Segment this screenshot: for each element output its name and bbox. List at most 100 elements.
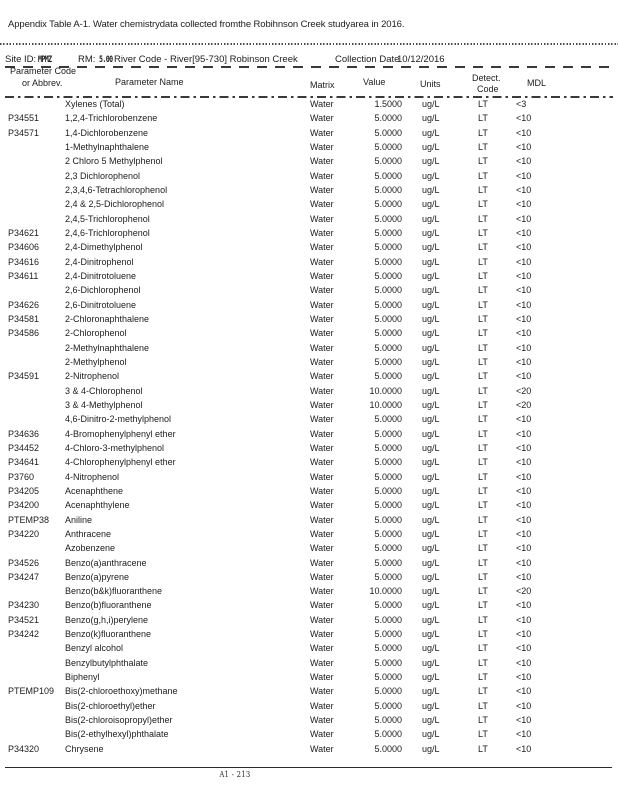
site-id-label: Site ID:: [5, 54, 37, 65]
table-row: 2,3 Dichlorophenol Water 5.0000 ug/L LT …: [0, 169, 618, 183]
cell-value: 5.0000: [374, 227, 402, 238]
cell-matrix: Water: [310, 285, 334, 296]
divider-dotted: [0, 43, 618, 45]
cell-matrix: Water: [310, 113, 334, 124]
cell-detect-code: LT: [478, 442, 488, 453]
table-row: P34526 Benzo(a)anthracene Water 5.0000 u…: [0, 556, 618, 570]
cell-parameter-name: Aniline: [65, 514, 93, 525]
cell-value: 5.0000: [374, 643, 402, 654]
cell-mdl: <10: [516, 270, 532, 281]
cell-detect-code: LT: [478, 356, 488, 367]
cell-mdl: <10: [516, 356, 532, 367]
cell-mdl: <10: [516, 629, 532, 640]
cell-value: 5.0000: [374, 285, 402, 296]
cell-detect-code: LT: [478, 729, 488, 740]
cell-detect-code: LT: [478, 227, 488, 238]
cell-parameter-name: Bis(2-chloroisopropyl)ether: [65, 715, 173, 726]
cell-parameter-name: 2,6-Dinitrotoluene: [65, 299, 137, 310]
table-row: 2-Methylphenol Water 5.0000 ug/L LT <10: [0, 355, 618, 369]
cell-units: ug/L: [422, 586, 440, 597]
table-row: 2 Chloro 5 Methylphenol Water 5.0000 ug/…: [0, 154, 618, 168]
cell-mdl: <10: [516, 328, 532, 339]
cell-parameter-code: P34626: [8, 299, 40, 310]
cell-mdl: <10: [516, 199, 532, 210]
cell-parameter-code: P34571: [8, 127, 40, 138]
cell-matrix: Water: [310, 629, 334, 640]
cell-units: ug/L: [422, 213, 440, 224]
cell-units: ug/L: [422, 686, 440, 697]
cell-units: ug/L: [422, 700, 440, 711]
cell-units: ug/L: [422, 270, 440, 281]
table-row: 1-Methylnaphthalene Water 5.0000 ug/L LT…: [0, 140, 618, 154]
table-row: 3 & 4-Methylphenol Water 10.0000 ug/L LT…: [0, 398, 618, 412]
table-row: Xylenes (Total) Water 1.5000 ug/L LT <3: [0, 97, 618, 111]
cell-parameter-name: 4-Chlorophenylphenyl ether: [65, 457, 176, 468]
cell-parameter-name: 2,6-Dichlorophenol: [65, 285, 141, 296]
cell-mdl: <10: [516, 371, 532, 382]
cell-units: ug/L: [422, 285, 440, 296]
cell-value: 5.0000: [374, 270, 402, 281]
cell-detect-code: LT: [478, 428, 488, 439]
cell-mdl: <10: [516, 414, 532, 425]
cell-matrix: Water: [310, 242, 334, 253]
cell-value: 5.0000: [374, 485, 402, 496]
cell-units: ug/L: [422, 442, 440, 453]
column-header-detect-code: Code: [477, 84, 499, 94]
cell-units: ug/L: [422, 528, 440, 539]
cell-value: 5.0000: [374, 457, 402, 468]
cell-detect-code: LT: [478, 127, 488, 138]
cell-units: ug/L: [422, 514, 440, 525]
cell-detect-code: LT: [478, 199, 488, 210]
cell-matrix: Water: [310, 184, 334, 195]
cell-matrix: Water: [310, 500, 334, 511]
cell-matrix: Water: [310, 414, 334, 425]
cell-parameter-code: P34551: [8, 113, 40, 124]
river-code-text: River Code - River[95-730] Robinson Cree…: [114, 54, 298, 65]
cell-mdl: <10: [516, 184, 532, 195]
table-row: Benzo(b&k)fluoranthene Water 10.0000 ug/…: [0, 584, 618, 598]
column-header-value: Value: [363, 77, 386, 87]
cell-units: ug/L: [422, 385, 440, 396]
cell-value: 5.0000: [374, 614, 402, 625]
cell-value: 5.0000: [374, 141, 402, 152]
cell-detect-code: LT: [478, 672, 488, 683]
cell-value: 5.0000: [374, 743, 402, 754]
cell-parameter-code: P34611: [8, 270, 39, 281]
cell-value: 5.0000: [374, 371, 402, 382]
cell-parameter-name: 1,2,4-Trichlorobenzene: [65, 113, 158, 124]
cell-units: ug/L: [422, 156, 440, 167]
cell-parameter-name: Benzo(b)fluoranthene: [65, 600, 152, 611]
cell-parameter-name: Biphenyl: [65, 672, 100, 683]
cell-units: ug/L: [422, 672, 440, 683]
cell-matrix: Water: [310, 643, 334, 654]
table-row: P34626 2,6-Dinitrotoluene Water 5.0000 u…: [0, 298, 618, 312]
cell-parameter-name: 2-Methylphenol: [65, 356, 127, 367]
cell-detect-code: LT: [478, 328, 488, 339]
cell-matrix: Water: [310, 371, 334, 382]
cell-detect-code: LT: [478, 471, 488, 482]
cell-parameter-name: 2,4-Dinitrophenol: [65, 256, 134, 267]
cell-parameter-name: Benzo(a)anthracene: [65, 557, 147, 568]
table-row: P34571 1,4-Dichlorobenzene Water 5.0000 …: [0, 126, 618, 140]
cell-matrix: Water: [310, 600, 334, 611]
table-row: P34611 2,4-Dinitrotoluene Water 5.0000 u…: [0, 269, 618, 283]
cell-matrix: Water: [310, 586, 334, 597]
cell-matrix: Water: [310, 571, 334, 582]
cell-matrix: Water: [310, 457, 334, 468]
cell-parameter-name: 2-Chloronaphthalene: [65, 313, 150, 324]
parameter-table-body: Xylenes (Total) Water 1.5000 ug/L LT <3 …: [0, 97, 618, 756]
cell-value: 5.0000: [374, 571, 402, 582]
cell-value: 5.0000: [374, 729, 402, 740]
cell-detect-code: LT: [478, 414, 488, 425]
table-row: 2,4 & 2,5-Dichlorophenol Water 5.0000 ug…: [0, 197, 618, 211]
cell-matrix: Water: [310, 672, 334, 683]
cell-parameter-name: Benzo(b&k)fluoranthene: [65, 586, 163, 597]
cell-parameter-code: P34452: [8, 442, 40, 453]
cell-parameter-code: P34242: [8, 629, 40, 640]
cell-parameter-name: 2 Chloro 5 Methylphenol: [65, 156, 163, 167]
cell-value: 5.0000: [374, 199, 402, 210]
cell-units: ug/L: [422, 715, 440, 726]
cell-units: ug/L: [422, 471, 440, 482]
cell-matrix: Water: [310, 715, 334, 726]
cell-value: 5.0000: [374, 686, 402, 697]
